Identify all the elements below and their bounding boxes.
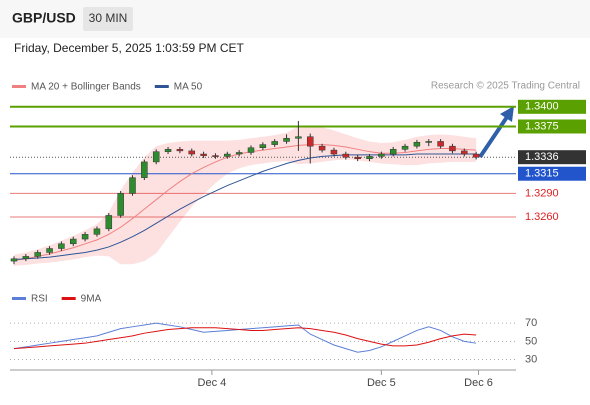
candle-body: [93, 228, 101, 235]
symbol: GBP/USD: [12, 10, 76, 26]
candle-body: [152, 151, 160, 163]
interval-button[interactable]: [83, 7, 133, 31]
y-tick-label: 30: [525, 353, 537, 365]
candle-body: [330, 149, 338, 155]
candle-body: [307, 136, 314, 147]
legend-swatch: [61, 297, 76, 300]
candle-body: [235, 152, 243, 155]
candle-body: [318, 145, 326, 151]
level-label: 1.3400: [525, 101, 559, 113]
forecast-arrowhead: [500, 106, 514, 122]
candle-body: [176, 149, 184, 152]
candle-body: [10, 258, 18, 262]
legend-label: MA 50: [174, 82, 203, 93]
level-label: 1.3336: [525, 151, 559, 163]
candle-body: [247, 147, 255, 153]
candle-body: [117, 193, 124, 216]
y-tick-label: 50: [525, 335, 537, 347]
legend-swatch: [12, 297, 26, 300]
candle-body: [212, 155, 219, 157]
candle-body: [105, 215, 113, 230]
level-label-box: [518, 99, 586, 114]
candle-body: [164, 149, 172, 152]
candle-body: [224, 153, 231, 157]
legend-label: 9MA: [81, 294, 102, 305]
candle-body: [401, 145, 409, 150]
rsi-line: [13, 327, 477, 350]
legend-swatch: [12, 85, 26, 88]
x-tick-label: Dec 6: [464, 377, 493, 389]
candle-body: [366, 156, 373, 160]
rsi-line: [13, 322, 477, 353]
candle-body: [34, 252, 41, 257]
level-label-box: [518, 166, 586, 181]
level-label-box: [518, 150, 586, 165]
candle-body: [259, 144, 267, 148]
candle-body: [58, 243, 65, 249]
candle-body: [46, 248, 53, 253]
legend-label: RSI: [31, 294, 48, 305]
candle-body: [449, 145, 456, 152]
datetime: Friday, December 5, 2025 1:03:59 PM CET: [14, 41, 245, 55]
forecast-arrow: [478, 115, 509, 159]
candle-body: [378, 153, 385, 157]
interval: 30 MIN: [89, 11, 128, 25]
candle-body: [425, 141, 432, 143]
ma50-line: [13, 153, 477, 261]
candle-body: [354, 156, 361, 160]
ma20-line: [13, 144, 477, 261]
candle-body: [22, 256, 30, 259]
candle-body: [295, 136, 302, 139]
candle-body: [461, 150, 468, 155]
y-tick-label: 70: [525, 317, 537, 329]
legend-label: MA 20 + Bollinger Bands: [31, 82, 141, 93]
level-label: 1.3375: [525, 120, 559, 132]
candle-body: [200, 153, 207, 156]
legend-swatch: [154, 85, 169, 88]
candle-body: [81, 234, 89, 240]
x-tick-label: Dec 5: [367, 377, 396, 389]
level-label: 1.3290: [525, 187, 559, 199]
candle-body: [188, 150, 195, 155]
candle-body: [437, 141, 444, 147]
candle-body: [342, 153, 350, 158]
candle-body: [271, 141, 278, 145]
credit: Research © 2025 Trading Central: [431, 81, 580, 92]
candle-body: [389, 149, 397, 155]
x-tick-label: Dec 4: [198, 377, 227, 389]
candle-body: [283, 138, 290, 142]
bollinger-band: [14, 125, 477, 266]
level-label: 1.3315: [525, 168, 559, 180]
candle-body: [141, 161, 148, 178]
level-label-box: [518, 119, 586, 134]
candle-body: [472, 153, 480, 158]
level-label: 1.3260: [525, 211, 559, 223]
candle-body: [70, 238, 77, 245]
candle-body: [129, 177, 136, 194]
candle-body: [413, 141, 421, 147]
